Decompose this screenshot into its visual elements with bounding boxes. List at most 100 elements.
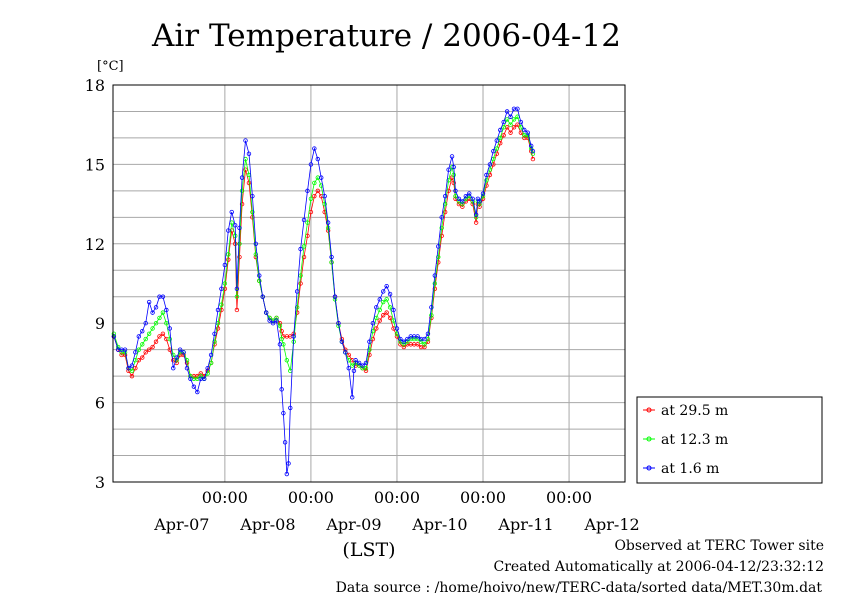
data-point	[384, 310, 389, 315]
data-point	[177, 347, 183, 352]
data-point	[111, 334, 117, 339]
data-point	[198, 371, 203, 376]
data-point	[504, 109, 510, 114]
data-point	[508, 114, 513, 119]
data-point	[267, 318, 272, 323]
data-point	[398, 336, 403, 342]
y-tick-label: 15	[85, 155, 105, 174]
data-point	[360, 363, 365, 368]
data-point	[153, 339, 159, 344]
data-point	[279, 336, 284, 342]
data-point	[191, 384, 197, 389]
data-point	[146, 331, 152, 336]
legend-label: at 1.6 m	[661, 461, 719, 477]
data-point	[473, 215, 479, 220]
data-point	[329, 254, 334, 260]
data-point	[153, 321, 159, 326]
data-point	[415, 342, 420, 347]
data-point	[257, 278, 262, 284]
data-point	[377, 297, 382, 302]
x-tick-label: 00:00	[546, 488, 592, 507]
data-point	[260, 294, 265, 299]
data-point	[473, 220, 479, 225]
axes: 3 6 9 12 15 18 00:00 00:00 00:00 00:00 00:00 Apr-07…	[85, 76, 640, 534]
legend-marker	[646, 465, 652, 471]
data-point	[350, 363, 355, 368]
data-point	[263, 310, 269, 315]
data-point	[501, 125, 506, 130]
data-point	[515, 106, 520, 112]
data-point	[422, 342, 427, 347]
data-point	[226, 252, 231, 257]
data-point	[494, 138, 499, 143]
data-point	[282, 440, 288, 445]
data-point	[446, 167, 451, 172]
data-point	[453, 188, 458, 194]
data-point	[494, 146, 499, 151]
data-point	[432, 281, 438, 286]
observation-site-note: Observed at TERC Tower site	[614, 538, 824, 554]
series-1	[111, 122, 536, 379]
data-point	[164, 321, 169, 326]
series-line	[113, 108, 534, 475]
y-tick-label: 3	[95, 473, 105, 492]
data-point	[171, 352, 176, 358]
data-point	[377, 318, 382, 323]
data-point	[374, 326, 379, 331]
data-point	[451, 172, 456, 178]
data-point	[198, 373, 203, 379]
data-point	[422, 344, 427, 350]
data-point	[143, 321, 148, 326]
data-point	[511, 117, 517, 122]
data-point	[363, 365, 369, 371]
legend-label: at 12.3 m	[661, 432, 728, 448]
data-point	[226, 257, 231, 262]
data-point	[336, 321, 341, 326]
data-point	[387, 305, 393, 310]
data-point	[140, 355, 145, 360]
data-point	[498, 135, 503, 141]
data-point	[250, 193, 255, 199]
data-point	[339, 339, 345, 344]
data-point	[243, 138, 248, 143]
data-point	[529, 143, 534, 149]
data-point	[140, 342, 145, 347]
data-point	[518, 130, 524, 135]
data-point	[429, 305, 434, 310]
data-point	[312, 146, 317, 151]
data-point	[237, 241, 242, 246]
data-point	[312, 180, 317, 186]
data-point	[467, 191, 472, 196]
legend-entry: at 1.6 m	[643, 461, 719, 477]
data-point	[460, 204, 465, 209]
data-point	[301, 254, 307, 260]
data-point	[501, 133, 506, 138]
data-point	[153, 305, 159, 310]
data-point	[446, 178, 451, 183]
data-point	[160, 331, 166, 336]
data-point	[380, 289, 386, 294]
data-point	[363, 360, 369, 366]
data-point	[150, 344, 155, 350]
data-point	[387, 291, 393, 297]
data-source-note: Data source : /home/hoivo/new/TERC-data/…	[336, 580, 823, 595]
data-point	[171, 365, 176, 371]
data-point	[239, 188, 245, 194]
x-tick-label: 00:00	[374, 488, 420, 507]
data-point	[133, 365, 138, 371]
data-point	[150, 326, 155, 331]
data-point	[215, 326, 221, 331]
data-point	[515, 122, 520, 127]
data-point	[518, 125, 524, 130]
data-point	[195, 389, 200, 395]
data-point	[243, 167, 248, 172]
data-point	[305, 188, 310, 194]
data-point	[384, 283, 389, 289]
data-point	[401, 342, 407, 347]
data-point	[305, 220, 310, 225]
y-tick-label: 9	[95, 314, 105, 333]
data-point	[294, 305, 300, 310]
y-tick-label: 18	[85, 76, 105, 95]
data-point	[415, 334, 420, 339]
data-point	[232, 223, 238, 228]
